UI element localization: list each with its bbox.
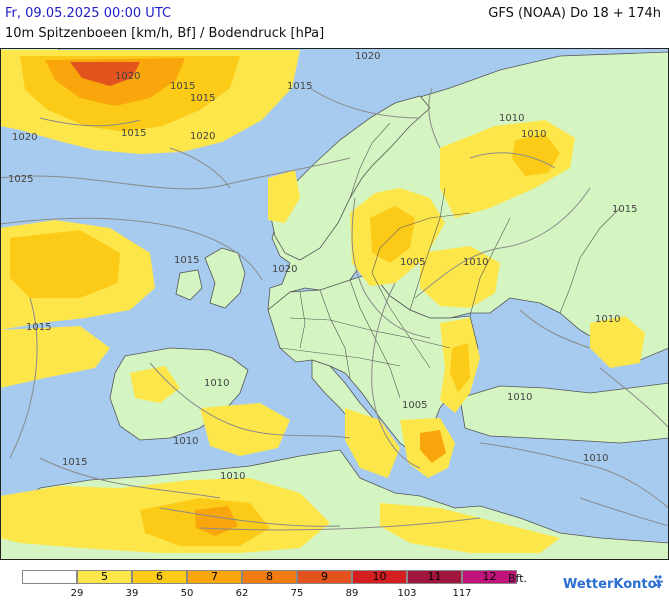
isobar-label: 1015 — [170, 81, 195, 92]
isobar-label: 1010 — [521, 129, 546, 140]
isobar-label: 1010 — [499, 113, 524, 124]
wind-gust-shading — [0, 50, 645, 553]
legend-box-bft5: 5 — [77, 570, 132, 584]
isobar-label: 1010 — [173, 436, 198, 447]
legend-tick: 29 — [70, 588, 84, 599]
isobar-label: 1010 — [463, 257, 488, 268]
isobar-labels: 1020 1020 1015 1015 1020 1020 1025 1015 … — [8, 51, 637, 482]
legend-box-bft6: 6 — [132, 570, 187, 584]
isobar-label: 1020 — [12, 132, 37, 143]
legend-box-bft11: 11 — [407, 570, 462, 584]
gust-zone-atlantic-strip — [0, 326, 110, 388]
isobar-label: 1010 — [583, 453, 608, 464]
gust-zone-aegean-core — [420, 430, 446, 463]
landmass-ireland — [175, 269, 203, 301]
isobar-label: 1020 — [115, 71, 140, 82]
isobar-label: 1010 — [220, 471, 245, 482]
isobar-label: 1025 — [8, 174, 33, 185]
wetterkontor-brand[interactable]: WetterKontor — [563, 577, 663, 592]
landmass-uk — [204, 247, 246, 309]
weather-map: 1020 1020 1015 1015 1020 1020 1025 1015 … — [0, 48, 669, 560]
gust-zone-north-atlantic-max — [70, 62, 140, 86]
legend-box-bft9: 9 — [297, 570, 352, 584]
legend-tick: 89 — [345, 588, 359, 599]
isobar-label: 1020 — [355, 51, 380, 62]
legend-tick: 75 — [290, 588, 304, 599]
wetterkontor-logo-icon — [654, 575, 662, 587]
isobar-label: 1015 — [612, 204, 637, 215]
legend-tick: 50 — [180, 588, 194, 599]
isobar-label: 1005 — [400, 257, 425, 268]
legend-tick: 39 — [125, 588, 139, 599]
isobar-label: 1020 — [272, 264, 297, 275]
landmass-turkey — [459, 382, 669, 444]
isobar-label: 1010 — [595, 314, 620, 325]
legend-unit-label: Bft. — [508, 572, 528, 585]
isobar-label: 1010 — [507, 392, 532, 403]
legend-box-bft7: 7 — [187, 570, 242, 584]
country-borders — [279, 122, 621, 399]
legend-box-bft8: 8 — [242, 570, 297, 584]
isobar-label: 1015 — [121, 128, 146, 139]
gust-zone-adriatic-italy — [345, 408, 400, 478]
legend-box-bft10: 10 — [352, 570, 407, 584]
isobar-label: 1015 — [174, 255, 199, 266]
gust-zone-baltic-core — [370, 206, 415, 263]
gust-zone-black-sea-core — [450, 343, 470, 393]
legend-box-bft12: 12 — [462, 570, 517, 584]
isobar-label: 1015 — [190, 93, 215, 104]
gust-zone-iberia — [130, 366, 180, 403]
isobar-label: 1015 — [26, 322, 51, 333]
header-datetime: Fr, 09.05.2025 00:00 UTC — [5, 6, 172, 21]
landmass-scandinavia — [269, 95, 431, 261]
isobar-label: 1005 — [402, 400, 427, 411]
isobar-label: 1015 — [287, 81, 312, 92]
gust-zone-norwegian-coast — [268, 170, 300, 223]
isobar-label: 1015 — [62, 457, 87, 468]
gust-zone-libya-egypt — [380, 503, 560, 553]
gust-zone-caucasus — [590, 316, 645, 368]
legend-tick: 103 — [397, 588, 417, 599]
legend-tick: 117 — [452, 588, 472, 599]
gust-zone-ukraine — [420, 246, 500, 308]
isobar-label: 1010 — [204, 378, 229, 389]
legend-box-calm — [22, 570, 77, 584]
header-parameter: 10m Spitzenboeen [km/h, Bf] / Bodendruck… — [5, 26, 325, 41]
gust-zone-russia-core — [512, 134, 560, 176]
isobar-lines — [0, 87, 669, 531]
gust-zone-west-atlantic-core — [10, 230, 120, 298]
legend-tick: 62 — [235, 588, 249, 599]
isobar-label: 1020 — [190, 131, 215, 142]
header-model: GFS (NOAA) Do 18 + 174h — [488, 6, 661, 21]
